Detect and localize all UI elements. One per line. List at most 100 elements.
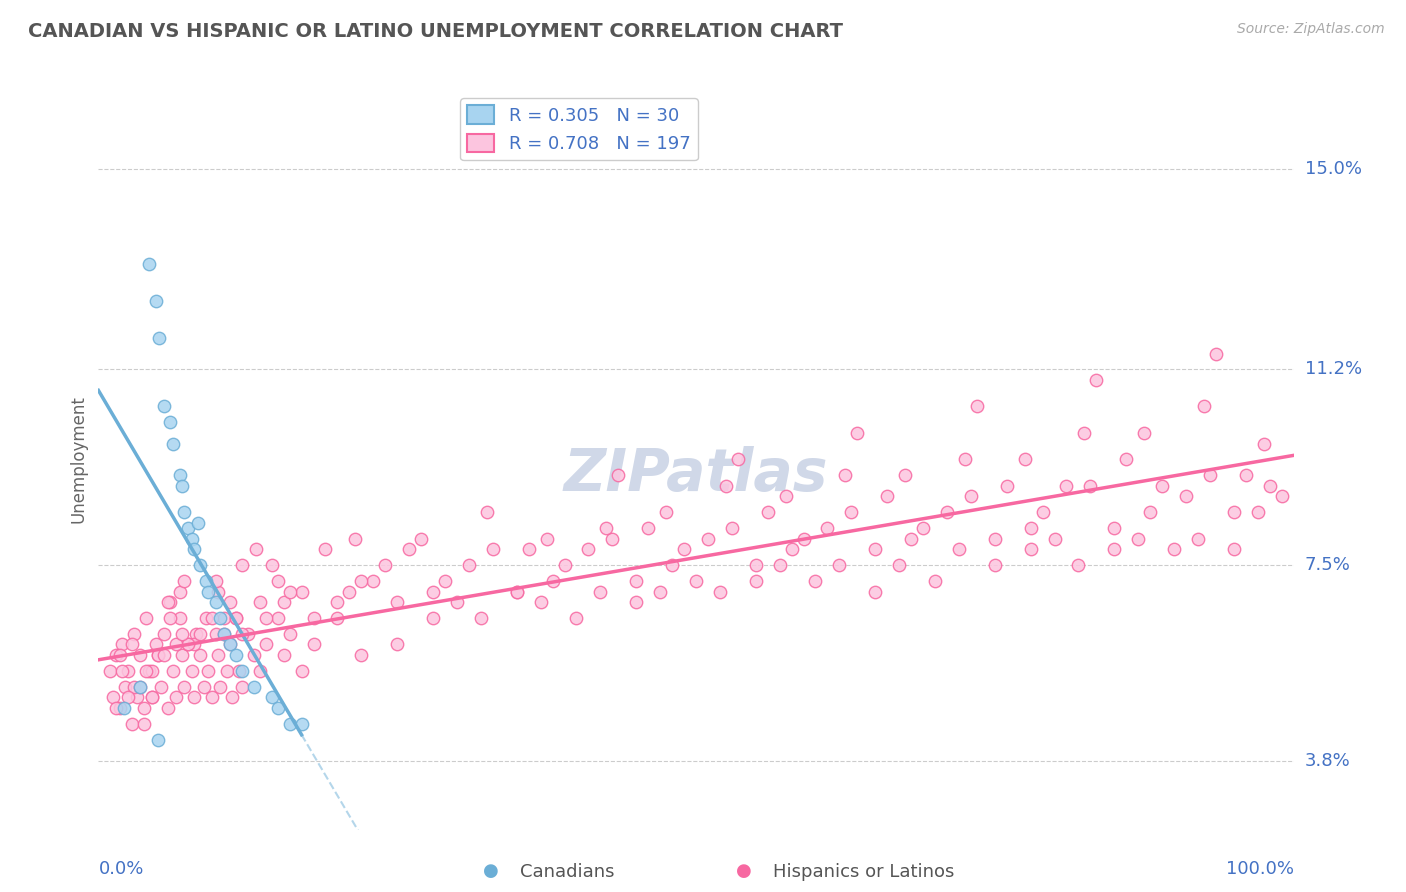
Text: Source: ZipAtlas.com: Source: ZipAtlas.com bbox=[1237, 22, 1385, 37]
Point bbox=[209, 611, 232, 625]
Point bbox=[165, 690, 187, 705]
Point bbox=[260, 558, 283, 573]
Point bbox=[1234, 468, 1257, 483]
Point bbox=[219, 637, 242, 651]
Point bbox=[183, 690, 205, 705]
Point bbox=[1104, 542, 1126, 557]
Point bbox=[141, 690, 163, 705]
Point bbox=[278, 627, 301, 641]
Point bbox=[1085, 373, 1108, 387]
Point bbox=[936, 505, 959, 519]
Point bbox=[446, 595, 468, 609]
Point bbox=[172, 479, 194, 493]
Text: 15.0%: 15.0% bbox=[1305, 160, 1361, 178]
Point bbox=[148, 648, 170, 662]
Point bbox=[650, 584, 672, 599]
Point bbox=[135, 611, 157, 625]
Point bbox=[1247, 505, 1270, 519]
Point bbox=[231, 558, 253, 573]
Point bbox=[1080, 479, 1102, 493]
Point bbox=[1175, 489, 1198, 503]
Point bbox=[804, 574, 827, 588]
Point bbox=[121, 716, 143, 731]
Point bbox=[156, 595, 179, 609]
Point bbox=[1014, 452, 1036, 467]
Point bbox=[105, 648, 128, 662]
Point bbox=[1271, 489, 1294, 503]
Point bbox=[1205, 346, 1227, 360]
Point bbox=[188, 627, 211, 641]
Point bbox=[183, 637, 205, 651]
Point bbox=[363, 574, 385, 588]
Point bbox=[153, 627, 176, 641]
Point bbox=[344, 532, 367, 546]
Point bbox=[924, 574, 946, 588]
Point bbox=[207, 648, 229, 662]
Point bbox=[111, 637, 134, 651]
Point bbox=[267, 574, 290, 588]
Point bbox=[291, 584, 314, 599]
Point bbox=[201, 611, 224, 625]
Point bbox=[841, 505, 863, 519]
Point bbox=[889, 558, 911, 573]
Point bbox=[876, 489, 898, 503]
Point bbox=[217, 664, 239, 678]
Point bbox=[195, 611, 218, 625]
Point bbox=[195, 574, 218, 588]
Point bbox=[148, 732, 170, 747]
Point bbox=[626, 574, 648, 588]
Point bbox=[129, 680, 152, 694]
Point bbox=[637, 521, 659, 535]
Point bbox=[193, 680, 215, 694]
Point bbox=[245, 542, 267, 557]
Point bbox=[565, 611, 588, 625]
Point bbox=[589, 584, 612, 599]
Point bbox=[180, 532, 202, 546]
Point bbox=[260, 690, 283, 705]
Point bbox=[846, 425, 869, 440]
Point bbox=[159, 416, 181, 430]
Point bbox=[249, 595, 271, 609]
Point bbox=[1199, 468, 1222, 483]
Legend: R = 0.305   N = 30, R = 0.708   N = 197: R = 0.305 N = 30, R = 0.708 N = 197 bbox=[460, 98, 697, 161]
Point bbox=[173, 574, 195, 588]
Point bbox=[162, 436, 184, 450]
Point bbox=[169, 468, 191, 483]
Y-axis label: Unemployment: Unemployment bbox=[69, 395, 87, 524]
Point bbox=[145, 293, 167, 308]
Point bbox=[714, 479, 737, 493]
Text: Hispanics or Latinos: Hispanics or Latinos bbox=[773, 863, 955, 881]
Point bbox=[243, 648, 266, 662]
Point bbox=[204, 627, 226, 641]
Point bbox=[135, 664, 157, 678]
Point bbox=[697, 532, 720, 546]
Point bbox=[685, 574, 707, 588]
Point bbox=[673, 542, 696, 557]
Point bbox=[602, 532, 624, 546]
Point bbox=[350, 648, 373, 662]
Point bbox=[422, 611, 444, 625]
Point bbox=[180, 664, 202, 678]
Text: 100.0%: 100.0% bbox=[1226, 860, 1294, 878]
Point bbox=[98, 664, 122, 678]
Point bbox=[219, 637, 242, 651]
Point bbox=[291, 716, 314, 731]
Point bbox=[517, 542, 540, 557]
Point bbox=[578, 542, 600, 557]
Point bbox=[1223, 542, 1246, 557]
Point bbox=[350, 574, 373, 588]
Point bbox=[186, 627, 208, 641]
Text: ●: ● bbox=[737, 862, 752, 880]
Point bbox=[225, 611, 247, 625]
Point bbox=[121, 637, 143, 651]
Point bbox=[145, 637, 167, 651]
Point bbox=[108, 701, 131, 715]
Point bbox=[159, 595, 181, 609]
Point bbox=[1253, 436, 1275, 450]
Point bbox=[326, 595, 349, 609]
Text: 7.5%: 7.5% bbox=[1305, 556, 1351, 574]
Point bbox=[506, 584, 529, 599]
Point bbox=[1223, 505, 1246, 519]
Point bbox=[475, 505, 498, 519]
Point bbox=[828, 558, 851, 573]
